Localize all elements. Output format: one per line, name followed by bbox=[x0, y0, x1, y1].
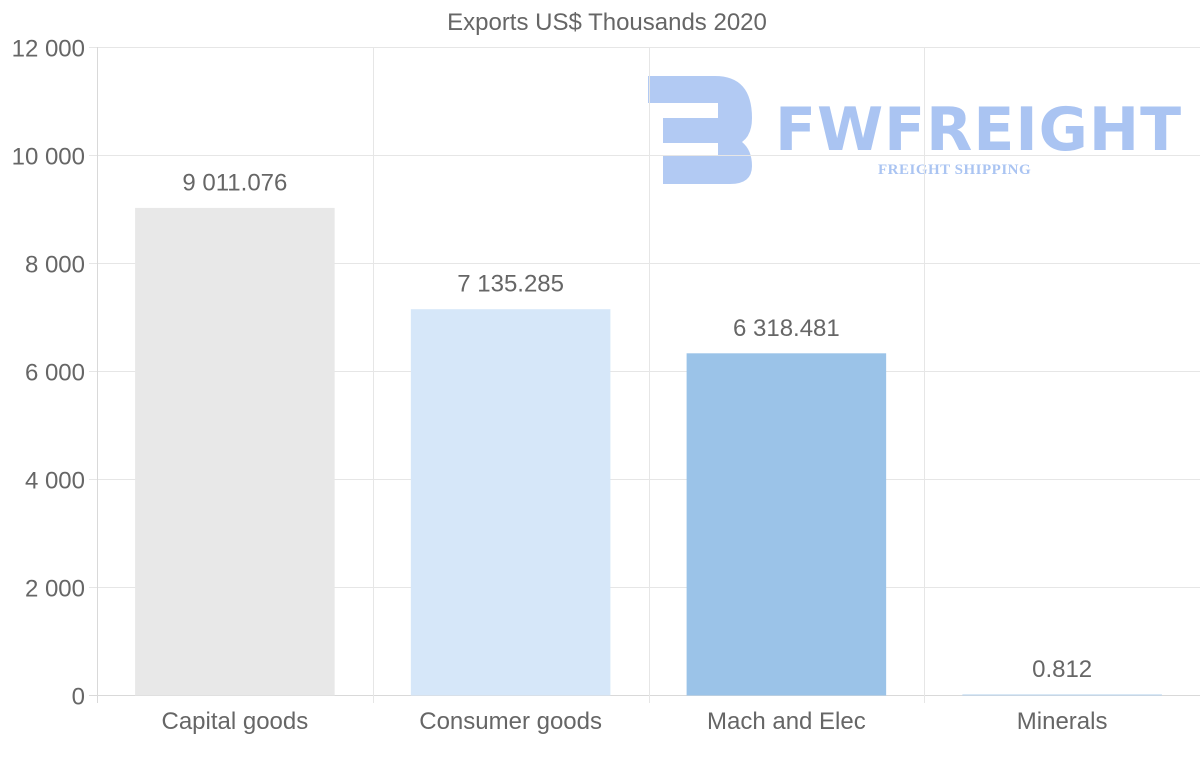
y-tick-label: 2 000 bbox=[25, 576, 85, 603]
y-tick-label: 0 bbox=[72, 684, 85, 711]
fwfreight-logo-icon bbox=[648, 76, 752, 184]
bar-consumer-goods bbox=[410, 309, 611, 696]
x-tick-label: Consumer goods bbox=[419, 708, 602, 735]
data-label: 9 011.076 bbox=[182, 169, 287, 196]
data-label: 7 135.285 bbox=[457, 271, 564, 298]
y-tick-label: 6 000 bbox=[25, 360, 85, 387]
y-tick-label: 4 000 bbox=[25, 468, 85, 495]
y-tick-label: 10 000 bbox=[12, 144, 85, 171]
y-tick-label: 8 000 bbox=[25, 252, 85, 279]
y-tick-label: 12 000 bbox=[12, 36, 85, 63]
watermark-brand-text: FWFREIGHT bbox=[775, 95, 1182, 165]
y-axis: 0 2 000 4 000 6 000 8 000 10 000 12 000 bbox=[12, 36, 85, 711]
bar-mach-and-elec bbox=[686, 353, 887, 696]
data-labels: 9 011.076 7 135.285 6 318.481 0.812 bbox=[182, 169, 1092, 683]
x-tick-label: Capital goods bbox=[161, 708, 308, 735]
fwfreight-watermark: FWFREIGHT FREIGHT SHIPPING bbox=[648, 76, 1182, 184]
bar-capital-goods bbox=[135, 207, 335, 696]
watermark-tagline-text: FREIGHT SHIPPING bbox=[878, 162, 1031, 178]
data-label: 6 318.481 bbox=[733, 315, 840, 342]
x-tick-label: Mach and Elec bbox=[707, 708, 866, 735]
data-label: 0.812 bbox=[1032, 656, 1092, 683]
bars bbox=[135, 207, 1162, 696]
x-tick-label: Minerals bbox=[1017, 708, 1108, 735]
x-axis: Capital goods Consumer goods Mach and Elec… bbox=[161, 708, 1107, 735]
chart-title: Exports US$ Thousands 2020 bbox=[447, 9, 767, 36]
